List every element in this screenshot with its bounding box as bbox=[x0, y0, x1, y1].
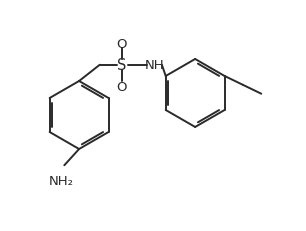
Text: O: O bbox=[117, 80, 127, 93]
Text: S: S bbox=[117, 58, 127, 73]
Text: O: O bbox=[117, 38, 127, 51]
Text: NH₂: NH₂ bbox=[48, 174, 73, 187]
Text: NH: NH bbox=[145, 59, 164, 72]
